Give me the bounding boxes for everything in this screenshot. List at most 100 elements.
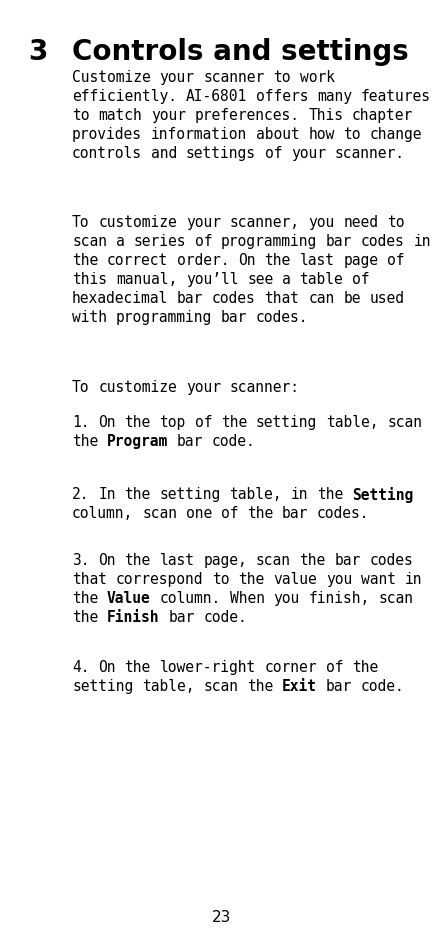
Text: many: many <box>317 89 352 104</box>
Text: codes: codes <box>369 553 413 568</box>
Text: of: of <box>352 272 369 287</box>
Text: the: the <box>247 506 273 521</box>
Text: last: last <box>159 553 194 568</box>
Text: codes: codes <box>361 234 404 249</box>
Text: Exit: Exit <box>282 679 317 694</box>
Text: scan: scan <box>142 506 177 521</box>
Text: bar: bar <box>326 234 352 249</box>
Text: of: of <box>387 253 404 268</box>
Text: scan: scan <box>203 679 238 694</box>
Text: one: one <box>186 506 212 521</box>
Text: the: the <box>238 572 265 587</box>
Text: table,: table, <box>326 415 378 430</box>
Text: On: On <box>98 660 116 675</box>
Text: features: features <box>361 89 431 104</box>
Text: offers: offers <box>256 89 308 104</box>
Text: the: the <box>72 591 98 606</box>
Text: finish,: finish, <box>308 591 369 606</box>
Text: code.: code. <box>203 610 247 625</box>
Text: the: the <box>124 660 151 675</box>
Text: preferences.: preferences. <box>194 108 300 123</box>
Text: how: how <box>308 127 334 142</box>
Text: change: change <box>369 127 422 142</box>
Text: bar: bar <box>177 434 203 449</box>
Text: hexadecimal: hexadecimal <box>72 291 168 306</box>
Text: scanner.: scanner. <box>334 146 404 161</box>
Text: bar: bar <box>334 553 361 568</box>
Text: to: to <box>387 215 404 230</box>
Text: and: and <box>151 146 177 161</box>
Text: On: On <box>98 415 116 430</box>
Text: On: On <box>238 253 256 268</box>
Text: you’ll: you’ll <box>186 272 238 287</box>
Text: correct: correct <box>107 253 168 268</box>
Text: scan: scan <box>387 415 422 430</box>
Text: of: of <box>265 146 282 161</box>
Text: code.: code. <box>361 679 404 694</box>
Text: customize: customize <box>98 215 177 230</box>
Text: a: a <box>116 234 124 249</box>
Text: with: with <box>72 310 107 325</box>
Text: in: in <box>413 234 431 249</box>
Text: the: the <box>72 610 98 625</box>
Text: customize: customize <box>98 380 177 395</box>
Text: used: used <box>369 291 404 306</box>
Text: the: the <box>72 434 98 449</box>
Text: top: top <box>159 415 186 430</box>
Text: setting: setting <box>256 415 317 430</box>
Text: programming: programming <box>116 310 212 325</box>
Text: of: of <box>326 660 343 675</box>
Text: lower-right: lower-right <box>159 660 256 675</box>
Text: order.: order. <box>177 253 230 268</box>
Text: scanner,: scanner, <box>230 215 300 230</box>
Text: about: about <box>256 127 300 142</box>
Text: your: your <box>186 380 221 395</box>
Text: your: your <box>151 108 186 123</box>
Text: to: to <box>212 572 230 587</box>
Text: settings: settings <box>186 146 256 161</box>
Text: you: you <box>273 591 300 606</box>
Text: chapter: chapter <box>352 108 413 123</box>
Text: On: On <box>98 553 116 568</box>
Text: a: a <box>282 272 291 287</box>
Text: of: of <box>194 234 212 249</box>
Text: codes.: codes. <box>256 310 308 325</box>
Text: 3.: 3. <box>72 553 90 568</box>
Text: the: the <box>265 253 291 268</box>
Text: your: your <box>291 146 326 161</box>
Text: This: This <box>308 108 343 123</box>
Text: Customize: Customize <box>72 70 151 85</box>
Text: series: series <box>133 234 186 249</box>
Text: To: To <box>72 380 90 395</box>
Text: scan: scan <box>72 234 107 249</box>
Text: manual,: manual, <box>116 272 177 287</box>
Text: information: information <box>151 127 247 142</box>
Text: Program: Program <box>107 434 168 449</box>
Text: 4.: 4. <box>72 660 90 675</box>
Text: of: of <box>194 415 212 430</box>
Text: 23: 23 <box>212 910 232 925</box>
Text: bar: bar <box>221 310 247 325</box>
Text: this: this <box>72 272 107 287</box>
Text: you: you <box>308 215 334 230</box>
Text: programming: programming <box>221 234 317 249</box>
Text: be: be <box>343 291 361 306</box>
Text: want: want <box>361 572 396 587</box>
Text: scanner: scanner <box>203 70 265 85</box>
Text: correspond: correspond <box>116 572 203 587</box>
Text: setting: setting <box>159 487 221 502</box>
Text: see: see <box>247 272 273 287</box>
Text: 3: 3 <box>28 38 48 66</box>
Text: column.: column. <box>159 591 221 606</box>
Text: to: to <box>343 127 361 142</box>
Text: that: that <box>72 572 107 587</box>
Text: the: the <box>72 253 98 268</box>
Text: AI-6801: AI-6801 <box>186 89 247 104</box>
Text: scan: scan <box>256 553 291 568</box>
Text: work: work <box>300 70 334 85</box>
Text: bar: bar <box>168 610 194 625</box>
Text: the: the <box>124 487 151 502</box>
Text: your: your <box>159 70 194 85</box>
Text: Finish: Finish <box>107 610 159 625</box>
Text: controls: controls <box>72 146 142 161</box>
